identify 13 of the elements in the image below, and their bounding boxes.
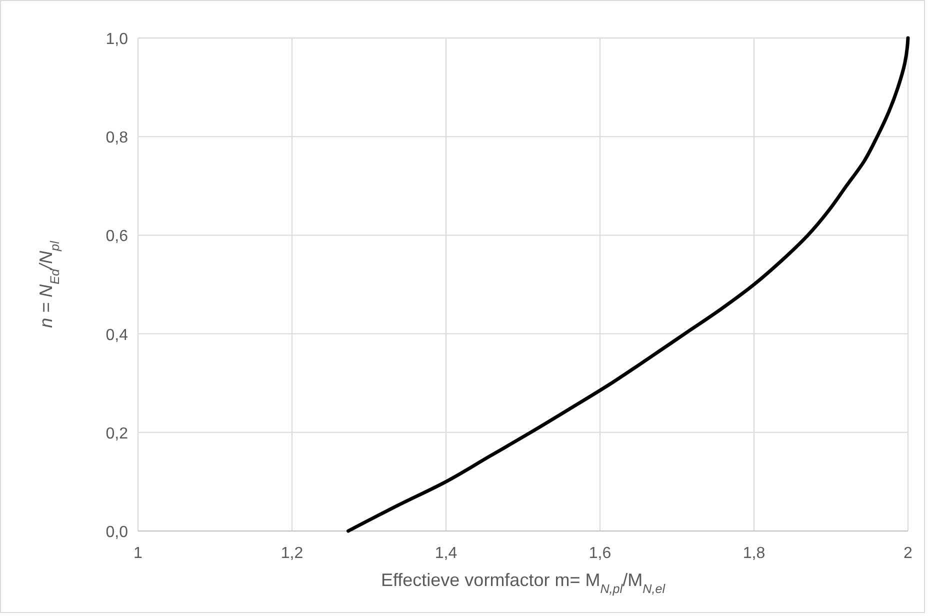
x-tick-label: 1,6 xyxy=(588,545,612,562)
x-tick-label: 1,4 xyxy=(434,545,458,562)
y-tick-label: 0,2 xyxy=(106,425,128,442)
x-tick-label: 1,2 xyxy=(280,545,304,562)
x-tick-label: 2 xyxy=(904,545,913,562)
y-tick-label: 1,0 xyxy=(106,31,128,48)
x-tick-label: 1 xyxy=(134,545,143,562)
y-tick-label: 0,0 xyxy=(106,524,128,541)
x-tick-label: 1,8 xyxy=(742,545,766,562)
x-axis-title: Effectieve vormfactor m= M$_{N,pl}$/M$_{N,el}$ xyxy=(380,570,666,596)
y-tick-label: 0,4 xyxy=(106,326,128,344)
y-tick-label: 0,6 xyxy=(106,228,128,246)
y-tick-label: 0,8 xyxy=(106,130,128,147)
